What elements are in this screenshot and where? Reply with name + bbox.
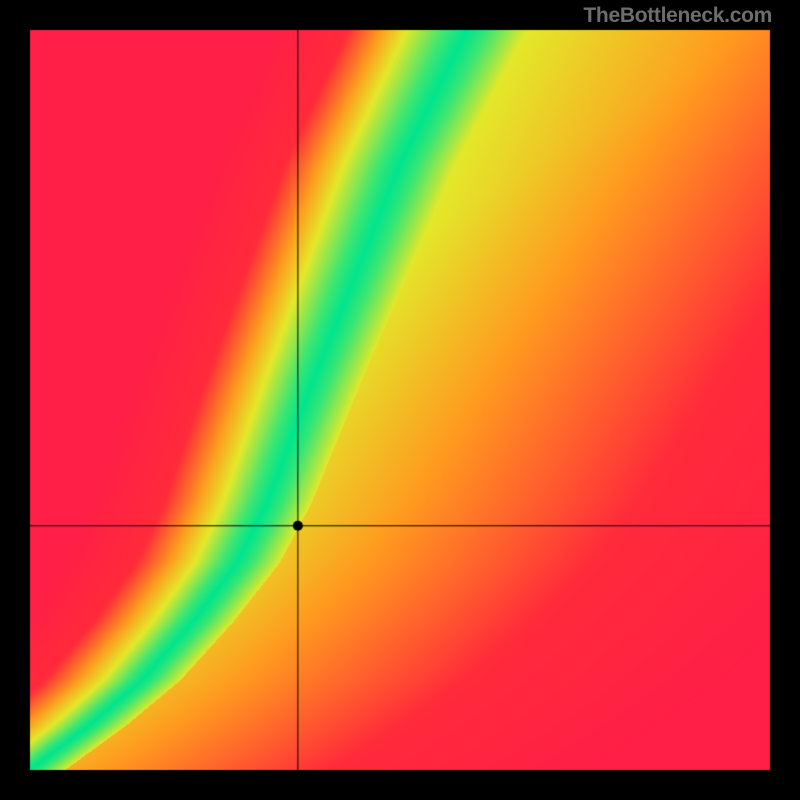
watermark-text: TheBottleneck.com (583, 4, 772, 28)
bottleneck-heatmap (0, 0, 800, 800)
